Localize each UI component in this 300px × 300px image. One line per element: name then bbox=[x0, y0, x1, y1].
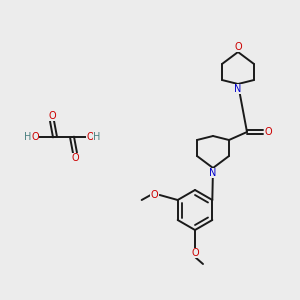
Text: O: O bbox=[71, 153, 79, 163]
Text: O: O bbox=[264, 127, 272, 137]
Text: O: O bbox=[48, 111, 56, 121]
Text: O: O bbox=[191, 248, 199, 258]
Text: N: N bbox=[234, 84, 242, 94]
Text: O: O bbox=[151, 190, 158, 200]
Text: O: O bbox=[86, 132, 94, 142]
Text: O: O bbox=[31, 132, 39, 142]
Text: H: H bbox=[93, 132, 101, 142]
Text: O: O bbox=[234, 42, 242, 52]
Text: N: N bbox=[209, 168, 217, 178]
Text: H: H bbox=[24, 132, 32, 142]
